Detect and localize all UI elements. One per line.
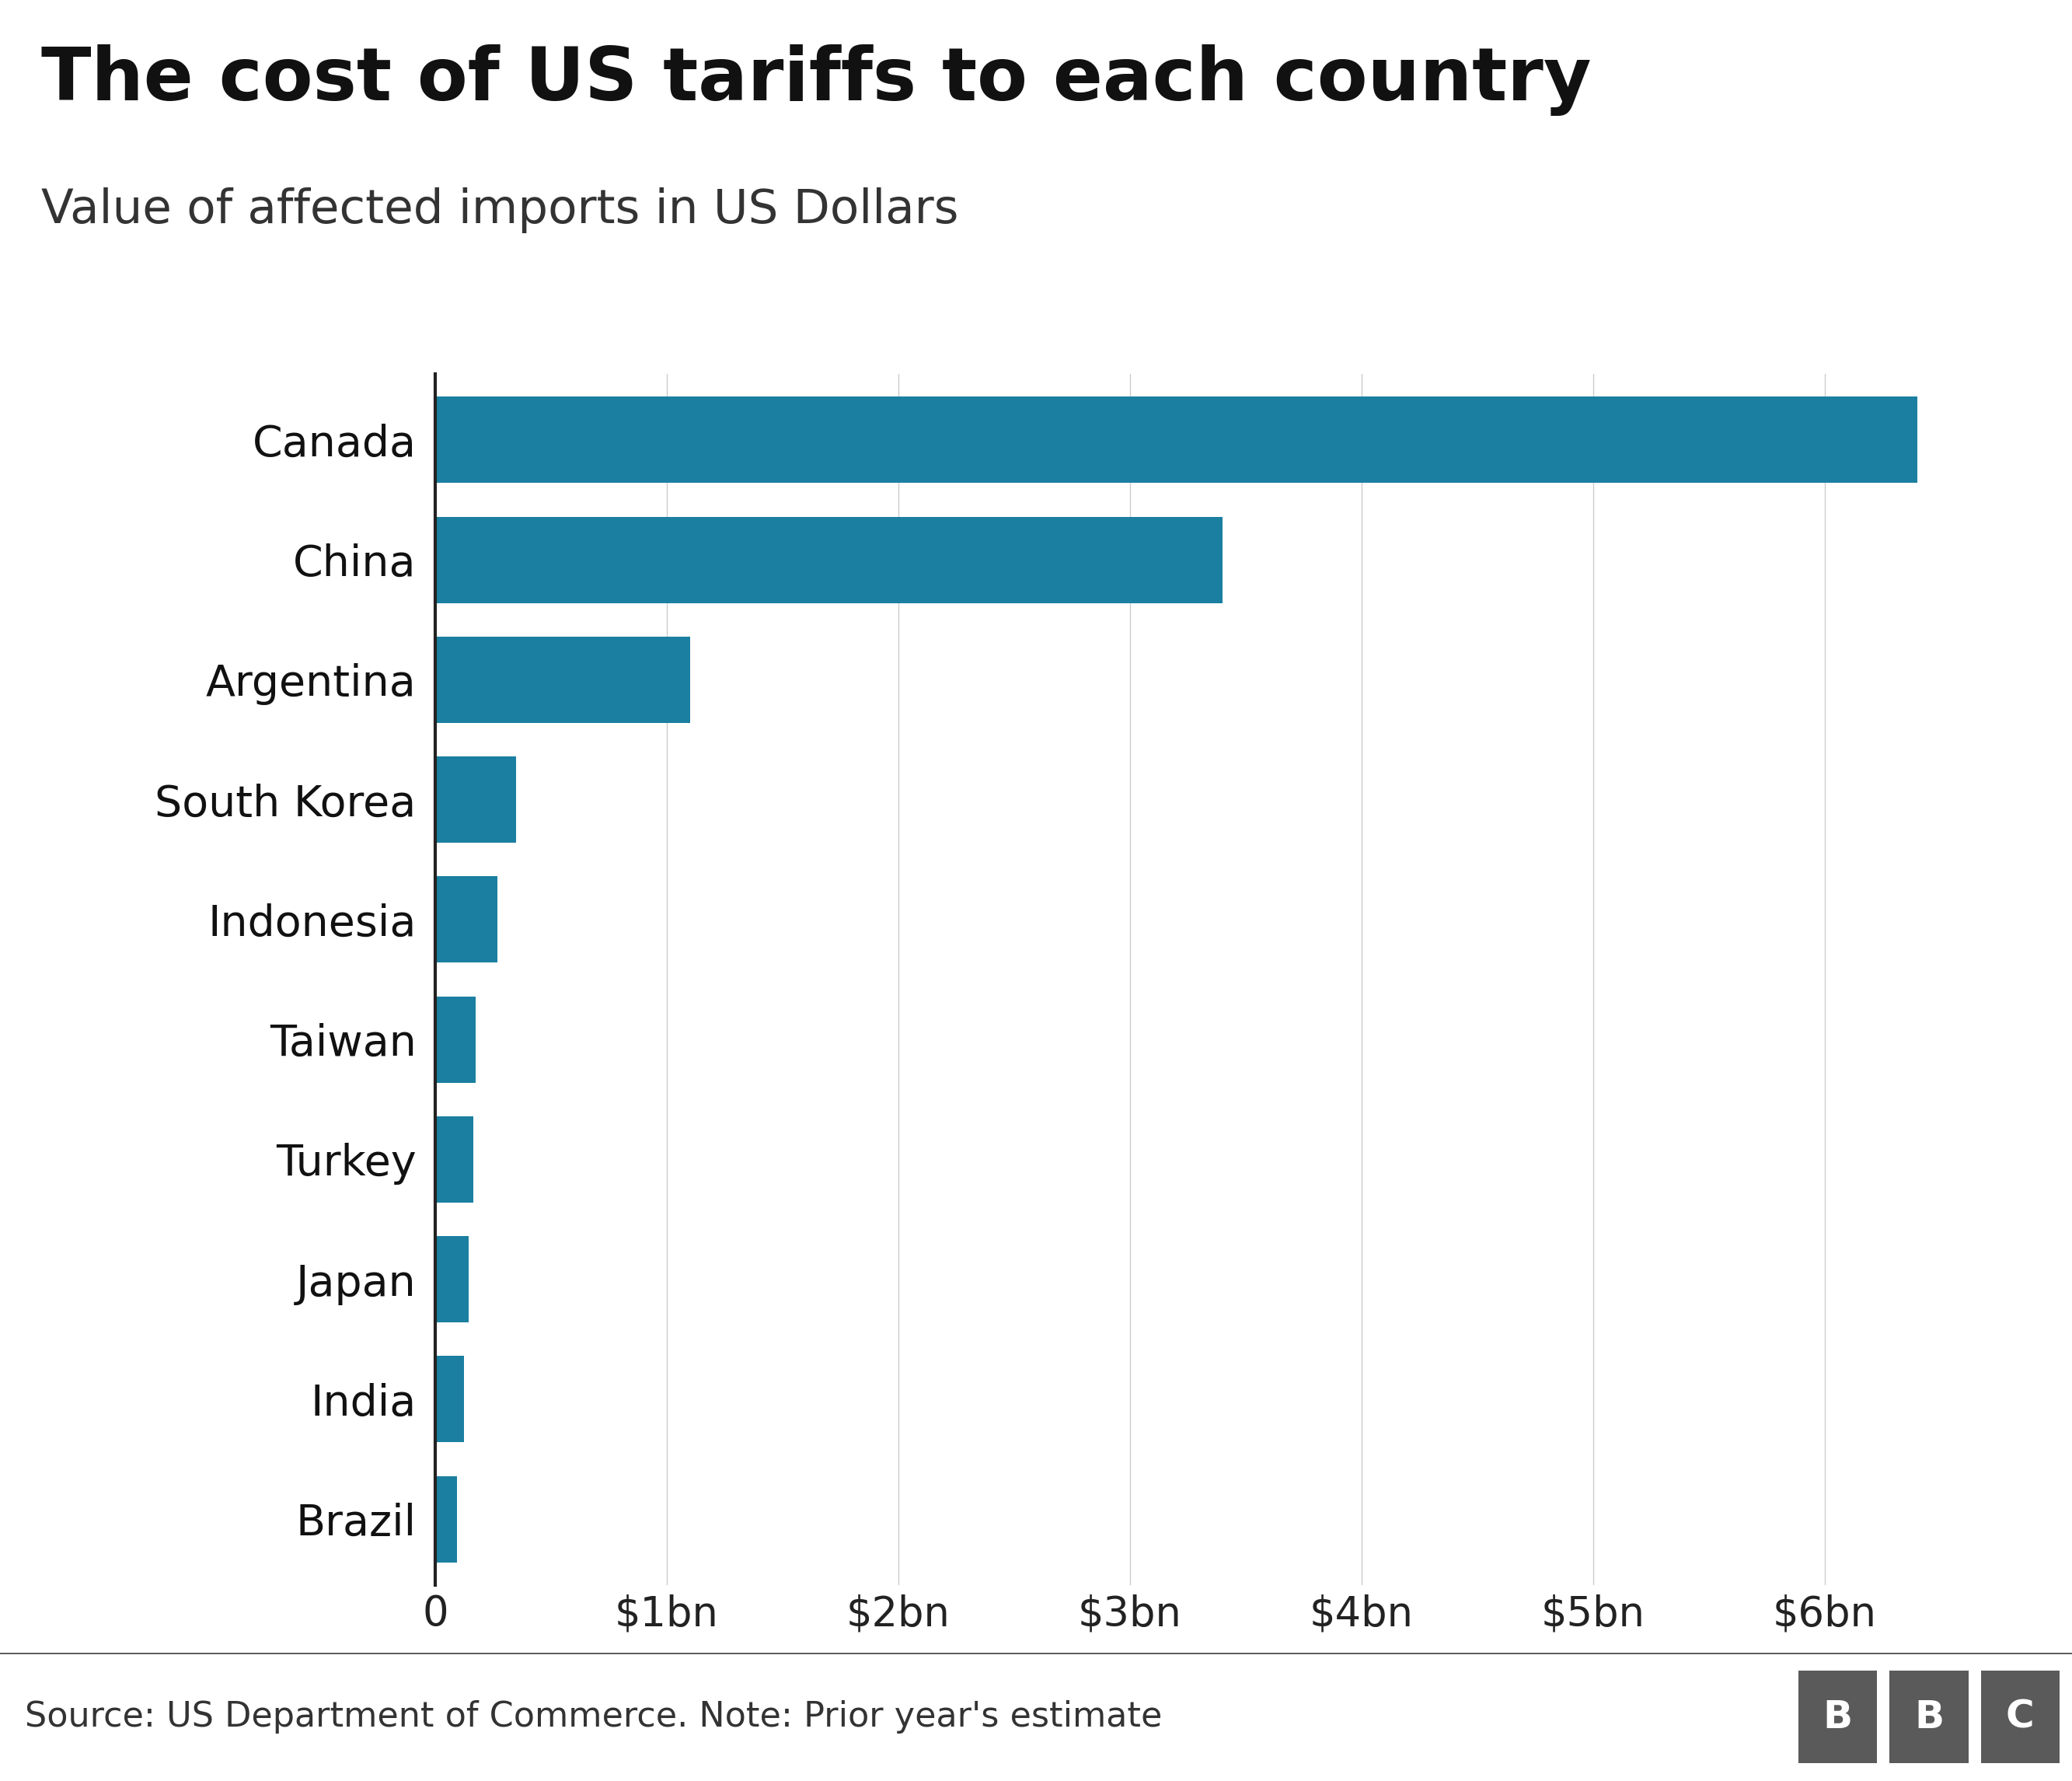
Text: Source: US Department of Commerce. Note: Prior year's estimate: Source: US Department of Commerce. Note:… (25, 1701, 1162, 1733)
Bar (435, 516, 1222, 604)
Bar (435, 876, 497, 964)
Bar (435, 397, 1917, 483)
Bar (435, 1476, 458, 1562)
Text: B: B (1823, 1699, 1852, 1735)
Bar (1981, 1671, 2060, 1763)
Bar (435, 996, 477, 1083)
Text: B: B (1915, 1699, 1944, 1735)
Bar (1890, 1671, 1968, 1763)
Bar (1798, 1671, 1877, 1763)
Text: The cost of US tariffs to each country: The cost of US tariffs to each country (41, 45, 1591, 116)
Text: C: C (2006, 1699, 2035, 1735)
Bar (435, 1117, 472, 1202)
Bar (435, 1355, 464, 1443)
Bar (435, 1236, 468, 1323)
Bar (435, 757, 516, 842)
Text: Value of affected imports in US Dollars: Value of affected imports in US Dollars (41, 187, 959, 233)
Bar (435, 636, 690, 723)
